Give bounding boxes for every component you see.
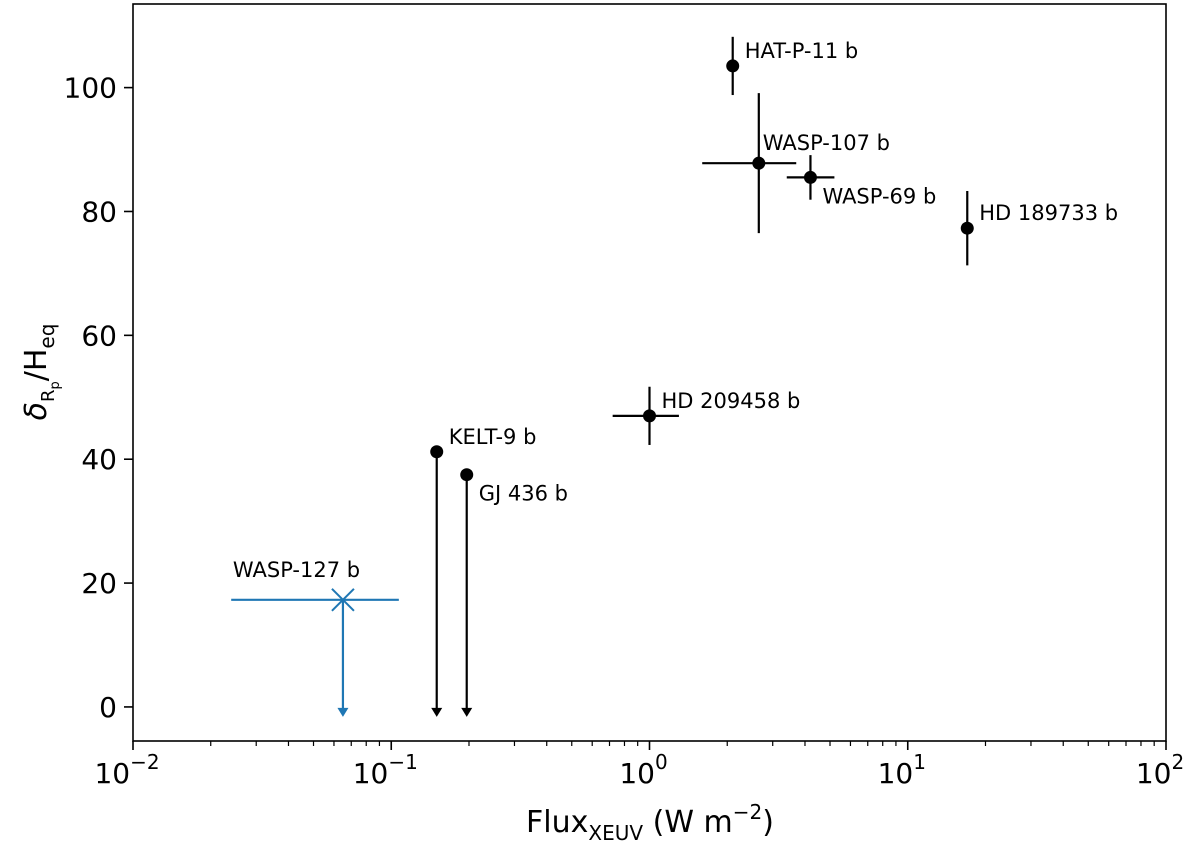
point-label: KELT-9 b <box>449 425 537 449</box>
x-tick-label-exp: −1 <box>388 750 417 774</box>
point-label: WASP-107 b <box>763 131 890 155</box>
x-tick-label: 100 <box>619 750 667 790</box>
x-tick-label-exp: 0 <box>655 750 668 774</box>
point-label: HAT-P-11 b <box>745 39 859 63</box>
x-tick-label-base: 10 <box>94 757 130 790</box>
x-tick-label-exp: 2 <box>1171 750 1184 774</box>
x-tick-label-base: 10 <box>619 757 655 790</box>
data-point: HD 209458 b <box>612 386 801 445</box>
x-tick-label: 101 <box>878 750 926 790</box>
data-point: WASP-107 b <box>702 93 890 234</box>
upper-limit-arrow-head <box>461 707 473 717</box>
point-label: HD 189733 b <box>979 201 1118 225</box>
point-label: WASP-69 b <box>822 184 936 208</box>
marker-dot <box>430 445 444 459</box>
x-tick-label-exp: −2 <box>130 750 159 774</box>
plot-frame <box>132 3 1167 742</box>
point-label: GJ 436 b <box>479 482 568 506</box>
x-tick-label-base: 10 <box>353 757 389 790</box>
marker-dot <box>752 156 766 170</box>
marker-dot <box>460 468 474 482</box>
x-tick-label: 10−2 <box>94 750 159 790</box>
x-tick-label: 10−1 <box>353 750 418 790</box>
x-tick-label-base: 10 <box>878 757 914 790</box>
y-tick-label: 100 <box>64 72 117 105</box>
y-tick-label: 60 <box>81 319 117 352</box>
point-label: WASP-127 b <box>233 558 360 582</box>
data-point: HAT-P-11 b <box>726 36 859 96</box>
upper-limit-arrow-head <box>337 707 349 717</box>
marker-dot <box>803 170 817 184</box>
data-point: WASP-69 b <box>786 155 936 208</box>
data-point: HD 189733 b <box>960 191 1118 266</box>
x-marker-stroke <box>331 588 355 612</box>
plot-area: HAT-P-11 b WASP-107 b WASP-69 b HD 189733 b… <box>231 36 1118 717</box>
upper-limit-arrow-head <box>431 707 443 717</box>
y-tick-label: 0 <box>99 691 117 724</box>
x-axis-title: FluxXEUV (W m−2) <box>526 800 774 842</box>
y-axis-title: δRp/Heq <box>19 324 63 421</box>
data-point: KELT-9 b <box>430 425 536 717</box>
marker-dot <box>960 221 974 235</box>
x-tick-label-exp: 1 <box>913 750 926 774</box>
x-tick-label-base: 10 <box>1136 757 1172 790</box>
y-tick-label: 80 <box>81 195 117 228</box>
y-tick-label: 40 <box>81 443 117 476</box>
data-point: WASP-127 b <box>231 558 399 717</box>
data-point: GJ 436 b <box>460 468 568 717</box>
x-tick-label: 102 <box>1136 750 1184 790</box>
point-label: HD 209458 b <box>662 389 801 413</box>
y-tick-label: 20 <box>81 567 117 600</box>
marker-dot <box>726 59 740 73</box>
marker-dot <box>643 409 656 423</box>
